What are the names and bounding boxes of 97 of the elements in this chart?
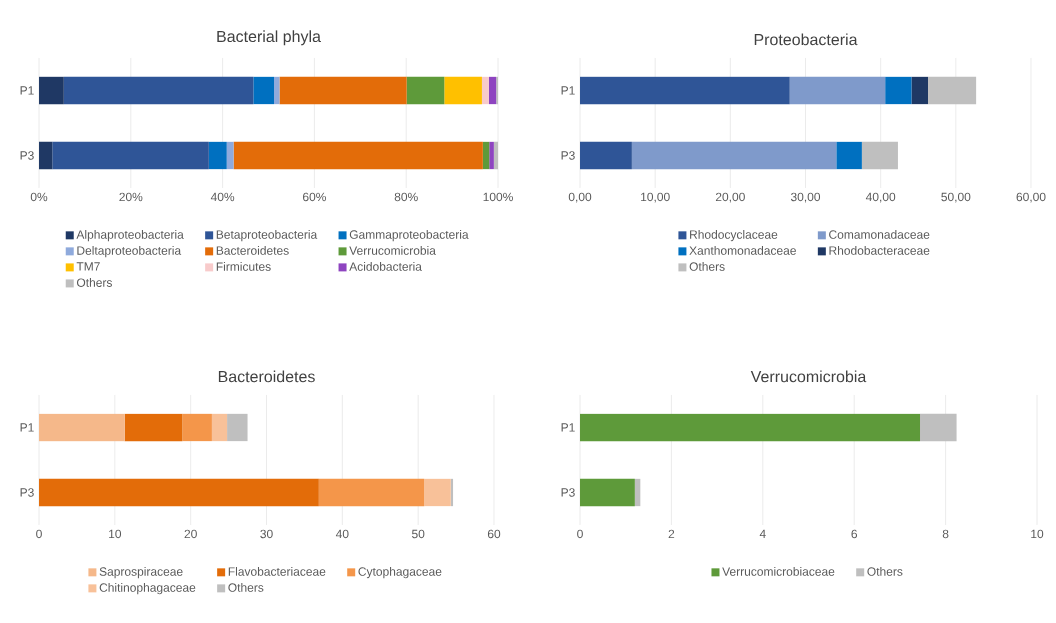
y-tick-label: P3 [20,488,34,497]
bar [279,76,407,105]
bar [493,141,498,170]
legend-label: Betaproteobacteria [216,229,318,242]
x-tick-label: 30,00 [790,192,821,203]
legend-label: Xanthomonadaceae [689,246,796,255]
legend-label: Cytophagaceae [358,566,442,579]
legend-label: Flavobacteriaceae [228,566,326,576]
bar [580,413,921,442]
bar [424,478,451,507]
chart-title: Bacteroidetes [218,370,315,383]
x-tick-label: 80% [394,192,418,202]
x-tick-label: 0 [577,529,583,539]
x-tick-label: 4 [759,529,766,538]
legend-label: Deltaproteobacteria [77,246,182,258]
bar [911,76,929,105]
legend-label: Bacteroidetes [216,246,289,255]
bar [482,141,490,170]
x-tick-label: 60,00 [1016,192,1046,203]
chart-title: Proteobacteria [754,33,858,46]
chart-title: Verrucomicrobia [750,370,867,383]
bar [580,141,632,170]
bar [444,76,482,105]
bar [211,413,228,442]
legend-label: Others [867,566,903,576]
bar [481,76,489,105]
bar [208,141,227,170]
legend-label: Others [228,583,264,592]
bar [227,413,248,442]
x-tick-label: 0 [36,529,42,539]
x-tick-label: 2 [668,529,675,539]
bar [52,141,209,170]
bar [488,76,497,105]
bar [836,141,862,170]
x-tick-label: 10 [109,529,122,539]
legend-label: Others [76,278,112,287]
x-tick-label: 20 [184,529,197,539]
bar [39,413,125,442]
x-tick-label: 30 [260,529,273,539]
x-tick-label: 60 [487,529,501,539]
legend-label: Others [689,262,725,271]
x-tick-label: 10 [1031,529,1044,539]
bar [789,76,886,105]
legend-label: Rhodocyclaceae [690,229,778,242]
bar [580,76,790,105]
legend-label: Saprospiraceae [99,566,183,579]
y-tick-label: P1 [561,423,575,432]
x-tick-label: 6 [851,529,858,539]
bar [39,76,64,105]
bar [580,478,635,507]
legend-label: Rhodobacteraceae [829,246,930,255]
bar [233,141,483,170]
y-tick-label: P3 [561,488,575,497]
bar [928,76,977,105]
bar [124,413,183,442]
x-tick-label: 8 [942,529,949,539]
y-tick-label: P1 [561,86,575,95]
legend-label: Firmicutes [216,262,271,271]
bar [631,141,837,170]
x-tick-label: 50 [411,529,425,539]
x-tick-label: 40 [335,529,349,539]
bar [489,141,494,170]
bar [253,76,275,105]
bar [318,478,425,507]
x-tick-label: 10,00 [641,192,670,203]
y-tick-label: P1 [20,86,34,95]
legend-label: Gammaproteobacteria [349,229,469,242]
legend-label: Verrucomicrobia [349,246,436,255]
bar [226,141,234,170]
legend-label: Comamonadaceae [829,229,930,239]
x-tick-label: 60% [303,192,326,202]
bar [920,413,957,442]
chart-title: Bacterial phyla [217,30,321,46]
bar [182,413,212,442]
y-tick-label: P3 [561,151,575,160]
x-tick-label: 100% [483,192,513,202]
x-tick-label: 20,00 [715,192,745,203]
y-tick-label: P3 [20,151,34,160]
bar [861,141,898,170]
x-tick-label: 50,00 [941,192,971,203]
y-tick-label: P1 [20,423,34,432]
x-tick-label: 20% [119,192,143,202]
bar [39,478,319,507]
x-tick-label: 40% [210,192,235,202]
bar [885,76,912,105]
legend-label: TM7 [76,262,100,271]
bar [406,76,445,105]
legend-label: Chitinophagaceae [99,583,196,595]
x-tick-label: 0,00 [568,192,592,203]
legend-label: Acidobacteria [349,262,422,271]
legend-label: Verrucomicrobiaceae [722,566,835,576]
x-tick-label: 0% [30,192,48,202]
bar [274,76,280,105]
legend-label: Alphaproteobacteria [76,229,184,242]
bar [63,76,254,105]
bar [634,478,641,507]
x-tick-label: 40,00 [865,192,896,203]
